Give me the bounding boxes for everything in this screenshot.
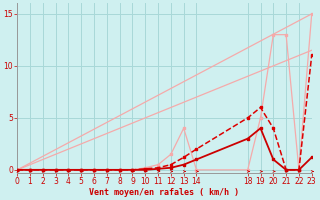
X-axis label: Vent moyen/en rafales ( km/h ): Vent moyen/en rafales ( km/h )	[90, 188, 239, 197]
